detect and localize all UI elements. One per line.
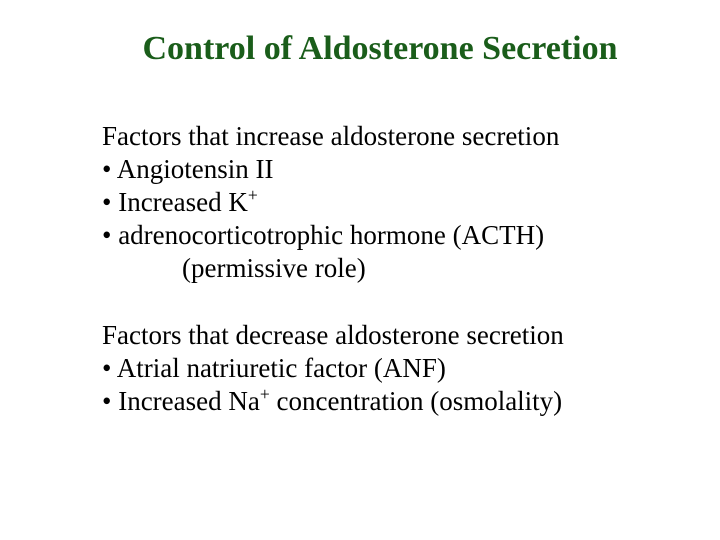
increase-b2-sup: + — [248, 185, 258, 205]
slide-title: Control of Aldosterone Secretion — [0, 30, 720, 68]
decrease-b2-pre: • Increased Na — [102, 386, 260, 416]
slide-body: Factors that increase aldosterone secret… — [102, 120, 662, 418]
section-gap — [102, 285, 662, 319]
increase-bullet-1: • Angiotensin II — [102, 153, 662, 186]
increase-b2-pre: • Increased K — [102, 187, 248, 217]
increase-bullet-2: • Increased K+ — [102, 186, 662, 219]
decrease-heading: Factors that decrease aldosterone secret… — [102, 319, 662, 352]
decrease-bullet-2: • Increased Na+ concentration (osmolalit… — [102, 385, 662, 418]
decrease-b2-post: concentration (osmolality) — [270, 386, 562, 416]
slide: Control of Aldosterone Secretion Factors… — [0, 0, 720, 540]
increase-bullet-3: • adrenocorticotrophic hormone (ACTH) — [102, 219, 662, 252]
decrease-b2-sup: + — [260, 384, 270, 404]
increase-heading: Factors that increase aldosterone secret… — [102, 120, 662, 153]
decrease-bullet-1: • Atrial natriuretic factor (ANF) — [102, 352, 662, 385]
increase-bullet-3-sub: (permissive role) — [102, 252, 662, 285]
